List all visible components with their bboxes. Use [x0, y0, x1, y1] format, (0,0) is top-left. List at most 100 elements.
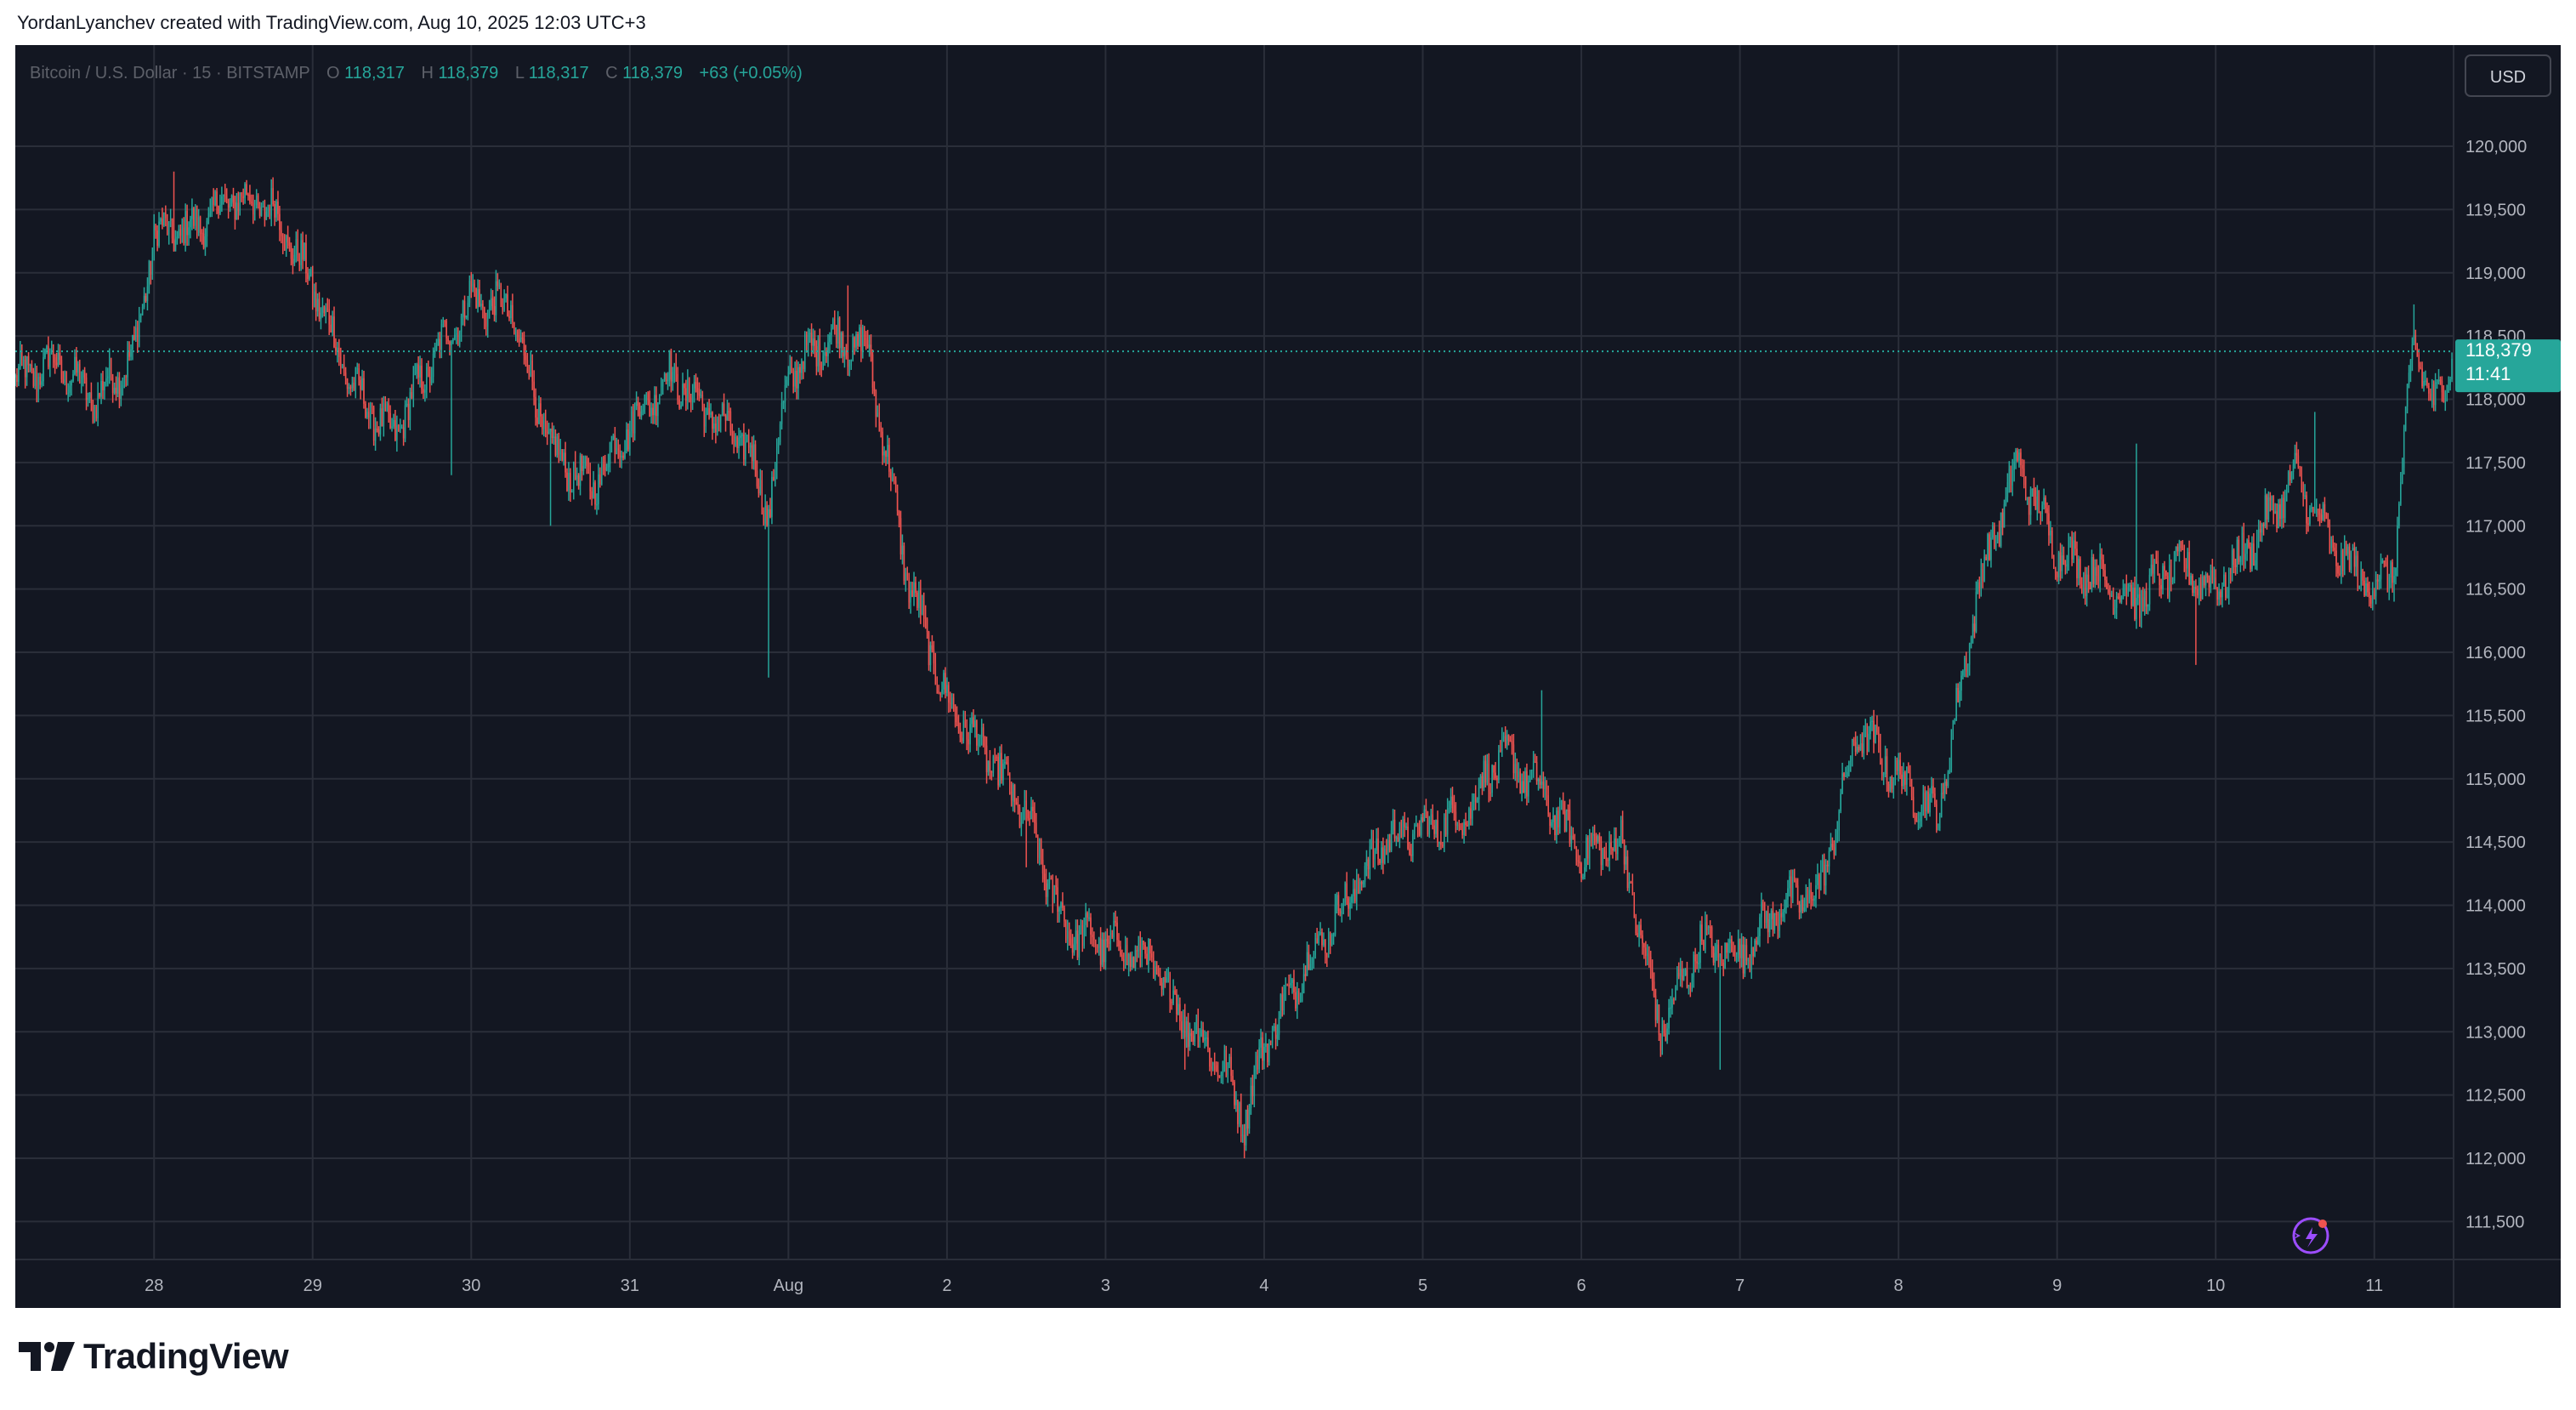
- candle-body: [769, 509, 771, 517]
- candle-body: [1302, 974, 1305, 993]
- candle-body: [202, 233, 205, 248]
- candle-body: [1882, 774, 1885, 776]
- candle-body: [188, 227, 190, 236]
- candle-body: [1230, 1056, 1232, 1077]
- candle-body: [952, 697, 955, 705]
- candle-body: [1531, 770, 1533, 776]
- candle-body: [48, 346, 49, 367]
- currency-button[interactable]: USD: [2465, 54, 2551, 97]
- candle-body: [1808, 890, 1810, 903]
- price-scale[interactable]: 111,500112,000112,500113,000113,500114,0…: [2465, 138, 2527, 1231]
- candle-body: [996, 756, 997, 759]
- candle-body: [1805, 894, 1807, 907]
- candle-body: [551, 428, 553, 438]
- candle-body: [69, 385, 71, 393]
- candle-body: [992, 756, 995, 773]
- candle-body: [2312, 507, 2314, 512]
- candle-body: [1754, 940, 1756, 957]
- candle-body: [2281, 497, 2283, 520]
- candle-body: [859, 327, 860, 346]
- candle-body: [480, 304, 482, 306]
- candle-body: [829, 335, 831, 343]
- candle-body: [2180, 541, 2182, 549]
- candle-body: [1820, 869, 1822, 890]
- candle-body: [660, 386, 662, 395]
- candle-body: [1787, 888, 1789, 900]
- candle-body: [1062, 902, 1064, 908]
- candle-body: [1879, 742, 1881, 760]
- candle-body: [815, 345, 818, 367]
- candle-body: [398, 425, 400, 431]
- chart-panel[interactable]: 111,500 112,000 112,500 113,000 113,500 114,0…: [15, 45, 2561, 1308]
- candle-body: [920, 590, 922, 615]
- candle-body: [610, 440, 613, 443]
- candle-body: [1691, 977, 1693, 990]
- candle-body: [892, 477, 894, 481]
- candle-body: [1711, 927, 1713, 948]
- candle-body: [396, 425, 398, 441]
- candle-body: [1392, 819, 1394, 831]
- candle-body: [809, 333, 811, 334]
- tradingview-logo[interactable]: TradingView: [19, 1335, 289, 1378]
- candle-body: [579, 455, 582, 486]
- candle-body: [95, 406, 97, 418]
- price-chart[interactable]: 111,500112,000112,500113,000113,500114,0…: [15, 45, 2561, 1308]
- candle-body: [1083, 924, 1085, 947]
- candle-body: [1742, 944, 1745, 974]
- candle-body: [465, 316, 468, 318]
- candle-body: [1227, 1063, 1228, 1076]
- candle-body: [2211, 570, 2214, 580]
- candle-body: [1076, 930, 1079, 958]
- candle-body: [1854, 742, 1857, 752]
- candle-body: [1798, 904, 1801, 913]
- candle-body: [1489, 792, 1491, 794]
- candle-body: [2342, 549, 2344, 571]
- candle-body: [2257, 528, 2260, 538]
- candle-body: [1177, 1003, 1179, 1015]
- candle-body: [1703, 941, 1705, 950]
- candle-body: [1947, 772, 1949, 787]
- candle-body: [206, 220, 208, 236]
- candle-body: [1267, 1043, 1268, 1063]
- candle-body: [2092, 557, 2095, 584]
- time-scale[interactable]: 28 29 30 31 Aug 2 3 4 5 6 7 8 9 10 11: [145, 1276, 2383, 1295]
- last-price-value: 118,379: [2465, 339, 2532, 361]
- candle-body: [1291, 979, 1293, 983]
- candle-body: [1952, 723, 1954, 739]
- candle-body: [1506, 734, 1508, 747]
- candle-body: [71, 381, 72, 386]
- candle-body: [1552, 815, 1554, 822]
- candle-body: [2398, 503, 2400, 526]
- candle-body: [1950, 738, 1953, 769]
- candle-body: [1972, 623, 1974, 638]
- candle-body: [1243, 1134, 1245, 1146]
- assistant-spark-icon[interactable]: [2292, 1217, 2329, 1254]
- candle-body: [1819, 874, 1820, 890]
- candle-body: [1328, 931, 1330, 958]
- candle-body: [604, 463, 606, 470]
- candle-body: [2344, 542, 2346, 571]
- candle-body: [1488, 763, 1489, 793]
- candle-body: [1647, 953, 1648, 956]
- candle-body: [916, 592, 918, 608]
- candle-body: [2159, 575, 2160, 586]
- candle-body: [1932, 786, 1934, 794]
- candle-body: [571, 491, 573, 493]
- candle-body: [2038, 490, 2040, 514]
- candle-body: [1589, 839, 1591, 859]
- candle-body: [1803, 907, 1806, 912]
- candle-body: [1983, 556, 1985, 582]
- candle-body: [310, 269, 312, 276]
- tradingview-wordmark: TradingView: [83, 1336, 289, 1376]
- candle-body: [868, 344, 871, 348]
- candle-body: [1271, 1027, 1274, 1043]
- candle-body: [691, 391, 694, 402]
- y-tick-label: 114,500: [2465, 833, 2526, 852]
- candle-body: [340, 356, 342, 369]
- candle-body: [568, 473, 570, 492]
- candle-body: [2355, 555, 2358, 567]
- candle-body: [365, 403, 366, 418]
- candle-body: [2378, 579, 2380, 582]
- candle-body: [21, 351, 23, 361]
- candle-body: [2057, 552, 2060, 578]
